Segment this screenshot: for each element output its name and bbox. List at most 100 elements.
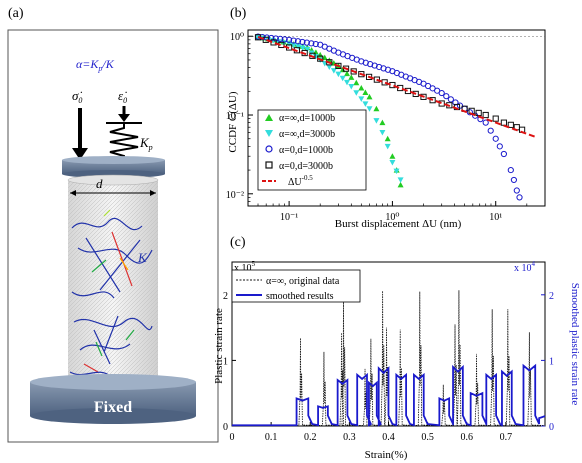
- top-plate: [62, 160, 165, 174]
- alpha-formula: α=Kp/K: [76, 57, 115, 73]
- ccdf-point-cyan: [290, 42, 297, 49]
- legend-item-4: α=0,d=3000b: [279, 161, 333, 172]
- ccdf-point-blue: [500, 150, 507, 158]
- ccdf-point-green: [384, 135, 391, 142]
- strain-ytick-label: 2: [223, 291, 228, 302]
- original-data-line: [232, 290, 546, 427]
- ccdf-fit-line: [257, 35, 538, 139]
- ccdf-legend: α=∞,d=1000b α=∞,d=3000b α=0,d=1000b α=0,…: [257, 109, 367, 191]
- ccdf-point-black: [438, 100, 445, 107]
- smoothed-ylabel: Smoothed plastic strain rate: [569, 283, 581, 406]
- eps-dot-label: ε̇0: [118, 88, 127, 105]
- ccdf-point-blue: [443, 93, 450, 100]
- ccdf-point-black: [412, 90, 419, 98]
- fixed-label: Fixed: [94, 399, 132, 416]
- ccdf-point-cyan: [326, 64, 333, 71]
- ccdf-point-green: [373, 105, 380, 112]
- legend-marker-blue: [265, 145, 273, 153]
- ccdf-xlabel: Burst displacement ΔU (nm): [335, 218, 462, 230]
- ccdf-point-cyan: [373, 118, 380, 124]
- ccdf-point-cyan: [348, 84, 355, 90]
- dislocation-network: [69, 209, 153, 377]
- ccdf-point-blue: [277, 35, 284, 43]
- smoothed-ytick-label: 1: [549, 356, 554, 367]
- ccdf-point-black: [420, 93, 427, 100]
- ccdf-point-green: [362, 89, 369, 95]
- ccdf-point-cyan: [335, 71, 342, 78]
- ccdf-point-green: [348, 74, 355, 80]
- panel-b-label: (b): [230, 6, 247, 21]
- strain-arrowhead: [118, 114, 130, 122]
- strain-rate-ylabel: Plastic strain rate: [213, 308, 225, 384]
- legend-item-3: α=0,d=1000b: [279, 145, 333, 156]
- strain-xtick-label: 0: [230, 432, 235, 443]
- ccdf-point-cyan: [384, 143, 391, 150]
- strain-xtick-label: 0.7: [500, 432, 513, 443]
- ccdf-point-blue: [447, 96, 454, 103]
- k-label: K: [137, 250, 148, 265]
- ccdf-point-blue: [308, 40, 315, 47]
- ccdf-point-black: [507, 121, 514, 128]
- legend-marker-green: [265, 114, 273, 121]
- ccdf-point-cyan: [339, 75, 346, 82]
- ccdf-point-cyan: [362, 101, 369, 107]
- ccdf-point-blue: [482, 119, 489, 126]
- ccdf-point-blue: [466, 109, 473, 116]
- ccdf-point-cyan: [295, 44, 302, 50]
- strain-legend: α=∞, original data smoothed results: [231, 269, 361, 303]
- ccdf-point-blue: [492, 135, 499, 142]
- kp-label: Kp: [139, 135, 153, 152]
- legend-marker-black: [265, 161, 273, 169]
- ccdf-point-blue: [487, 127, 494, 134]
- strain-xtick-label: 0.4: [382, 432, 395, 443]
- ccdf-point-cyan: [286, 41, 293, 47]
- ccdf-point-blue: [299, 38, 306, 46]
- legend-item-2: α=∞,d=3000b: [279, 129, 335, 140]
- ccdf-point-cyan: [389, 159, 396, 166]
- ccdf-xtick-label: 10⁻¹: [280, 212, 298, 223]
- ccdf-point-blue: [286, 36, 293, 43]
- sigma-dot-label: σ̇0: [72, 88, 82, 105]
- strain-ytick-label: 1: [223, 356, 228, 367]
- ccdf-xtick-label: 10¹: [489, 212, 502, 223]
- ccdf-point-cyan: [379, 129, 386, 136]
- ccdf-point-blue: [303, 39, 310, 46]
- smoothed-line: [232, 363, 546, 427]
- ccdf-point-cyan: [344, 79, 350, 86]
- ccdf-point-blue: [516, 194, 523, 201]
- panel-a-frame: [7, 29, 219, 443]
- ccdf-point-cyan: [312, 53, 319, 60]
- ccdf-point-blue: [312, 40, 319, 48]
- ccdf-point-cyan: [397, 177, 404, 183]
- d-label: d: [96, 176, 103, 191]
- ccdf-ytick-label: 10⁻²: [226, 190, 244, 201]
- legend-item-1: α=∞,d=1000b: [279, 113, 335, 124]
- strain-xtick-label: 0.1: [265, 432, 278, 443]
- top-plate-face: [62, 156, 165, 164]
- ccdf-point-blue: [452, 99, 459, 106]
- ccdf-point-blue: [507, 166, 514, 174]
- strain-xtick-label: 0.6: [461, 432, 474, 443]
- ccdf-point-cyan: [353, 90, 360, 96]
- ccdf-ytick-label: 10⁰: [230, 32, 244, 43]
- strain-xtick-label: 0.2: [304, 432, 317, 443]
- stress-arrowhead: [72, 148, 88, 160]
- ccdf-point-green: [353, 79, 360, 86]
- strain-xtick-label: 0.3: [343, 432, 356, 443]
- ccdf-point-green: [379, 119, 386, 126]
- ccdf-point-blue: [294, 38, 302, 45]
- spring: [109, 123, 139, 160]
- ccdf-point-black: [381, 79, 388, 86]
- ccdf-xtick-label: 10⁰: [385, 212, 399, 223]
- ccdf-point-cyan: [299, 45, 306, 52]
- ccdf-point-blue: [290, 37, 297, 44]
- ccdf-point-green: [344, 70, 350, 77]
- ccdf-point-blue: [513, 187, 520, 194]
- legend-smoothed: smoothed results: [266, 291, 334, 302]
- strain-xlabel: Strain(%): [365, 449, 408, 461]
- ccdf-point-cyan: [366, 106, 373, 112]
- ccdf-point-black: [482, 111, 489, 119]
- legend-item-5: ΔU-0.5: [288, 174, 313, 188]
- ccdf-point-cyan: [304, 46, 311, 53]
